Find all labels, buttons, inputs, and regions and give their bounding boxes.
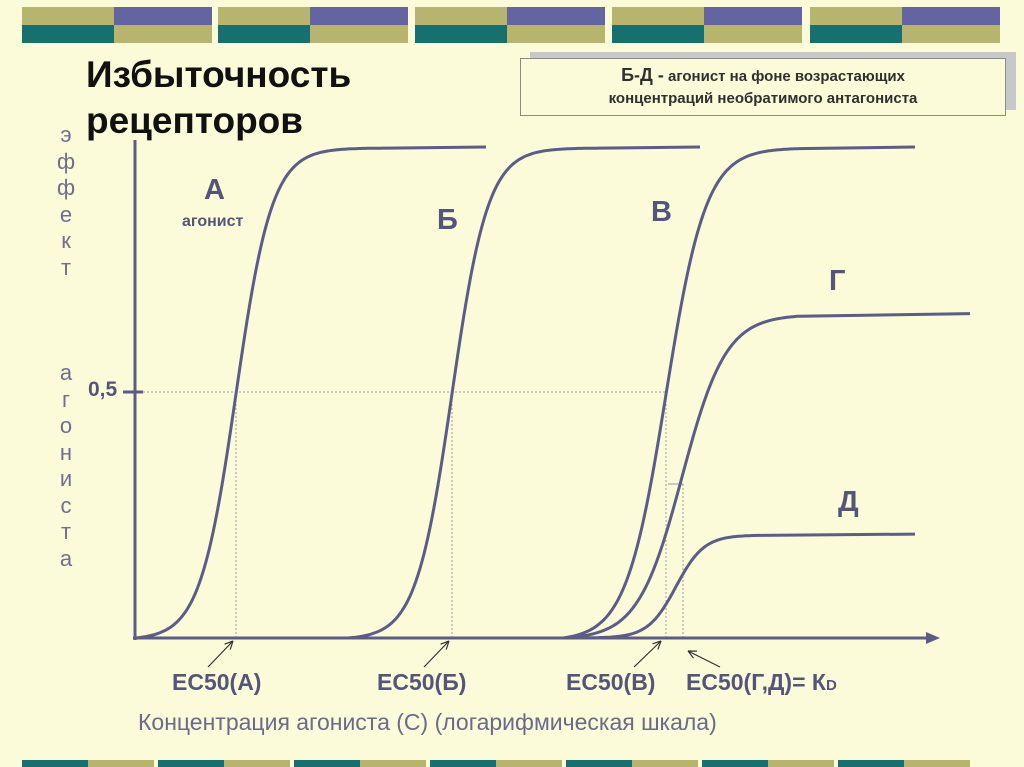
bottom-band-teal — [430, 760, 496, 767]
top-band-block — [415, 7, 605, 43]
bottom-band-olive — [360, 760, 426, 767]
arrow-ec50-d-head — [687, 650, 698, 659]
arrow-ec50-c-shaft — [633, 640, 662, 668]
band-olive — [114, 25, 212, 43]
band-olive — [415, 7, 507, 25]
band-slate — [114, 7, 212, 25]
bottom-band-teal — [566, 760, 632, 767]
band-olive — [612, 7, 704, 25]
top-band-block — [810, 7, 1000, 43]
bottom-band-teal — [838, 760, 904, 767]
curves — [134, 145, 971, 640]
band-teal — [218, 25, 310, 43]
band-olive — [310, 25, 408, 43]
top-band-block — [612, 7, 802, 43]
band-slate — [507, 7, 605, 25]
y-label-letter: т — [60, 519, 72, 544]
title-line-1: Избыточность — [86, 54, 352, 95]
curve-label-b: Б — [437, 204, 458, 236]
x-axis-arrowhead — [926, 632, 940, 644]
y-label-letter: ф — [56, 148, 76, 174]
axes — [123, 140, 940, 644]
decorative-band-top — [22, 7, 1000, 43]
y-label-letter: к — [61, 228, 71, 253]
y-label-letter: ф — [56, 175, 76, 200]
arrow-ec50-a-shaft — [207, 640, 234, 668]
band-olive — [810, 7, 902, 25]
curve-label-a: А — [204, 174, 225, 206]
note-box: Б-Д - агонист на фоне возрастающих конце… — [520, 58, 1006, 116]
ec50-label-c: ЕС50(В) — [566, 669, 656, 695]
bottom-band-teal — [158, 760, 224, 767]
y-label-letter: с — [60, 492, 72, 518]
curve-label-c: В — [651, 196, 672, 228]
band-olive — [218, 7, 310, 25]
decorative-band-bottom — [22, 760, 970, 767]
curve-line-1 — [347, 145, 701, 640]
top-band-block — [22, 7, 212, 43]
curve-label-e: Д — [838, 486, 859, 518]
curve-line-4 — [563, 532, 916, 640]
top-band-block — [218, 7, 408, 43]
note-head: Б-Д - — [621, 65, 664, 85]
bottom-band-olive — [496, 760, 562, 767]
ec50-label-d: ЕС50(Г,Д)= КD — [686, 669, 837, 696]
curve-line-0 — [134, 145, 487, 640]
band-slate — [902, 7, 1000, 25]
y-label-letter: о — [59, 413, 73, 438]
note-line1-rest: агонист на фоне возрастающих — [667, 68, 905, 85]
band-teal — [612, 25, 704, 43]
bottom-band-olive — [904, 760, 970, 767]
curve-line-2 — [562, 145, 916, 640]
y-label-letter: э — [60, 122, 72, 147]
band-olive — [507, 25, 605, 43]
bottom-band-olive — [632, 760, 698, 767]
curve-label-d: Г — [829, 265, 846, 297]
title-line-2: рецепторов — [86, 100, 304, 141]
guide-lines — [135, 391, 684, 638]
bottom-band-olive — [88, 760, 154, 767]
note-line-2: концентраций необратимого антагониста — [608, 90, 918, 107]
agonist-label: агонист — [182, 213, 244, 230]
y-label-letter: а — [59, 360, 73, 385]
y-label-letter: т — [60, 254, 72, 280]
band-teal — [22, 25, 114, 43]
x-axis-label: Концентрация агониста (С) (логарифмическ… — [138, 709, 717, 735]
bottom-band-teal — [294, 760, 360, 767]
arrow-ec50-b-shaft — [423, 640, 450, 668]
bottom-band-teal — [702, 760, 768, 767]
ec50-label-d-sub: D — [825, 677, 837, 694]
band-olive — [704, 25, 802, 43]
band-olive — [22, 7, 114, 25]
page-title: Избыточность рецепторов — [86, 52, 351, 144]
ec50-label-a: ЕС50(А) — [172, 669, 262, 695]
note-line-1: Б-Д - агонист на фоне возрастающих — [521, 64, 1005, 88]
arrow-ec50-c-head — [652, 640, 662, 650]
arrow-ec50-d-shaft — [687, 650, 721, 668]
bottom-band-olive — [768, 760, 834, 767]
y-label-letter: е — [59, 201, 73, 227]
bottom-band-olive — [224, 760, 290, 767]
y-tick-label: 0,5 — [88, 378, 118, 401]
y-label-letter: и — [59, 466, 73, 491]
band-teal — [810, 25, 902, 43]
y-label-letter: н — [59, 439, 73, 465]
arrow-ec50-a-head — [224, 640, 234, 650]
arrow-ec50-b-head — [440, 640, 450, 650]
y-label-letter: г — [61, 386, 71, 412]
curve-line-3 — [562, 312, 971, 640]
ec50-label-b: ЕС50(Б) — [377, 669, 467, 695]
band-slate — [704, 7, 802, 25]
band-teal — [415, 25, 507, 43]
y-label-letter: а — [59, 545, 73, 571]
band-slate — [310, 7, 408, 25]
band-olive — [902, 25, 1000, 43]
ec50-label-d-main: ЕС50(Г,Д)= К — [686, 669, 826, 695]
ec50-arrows — [207, 640, 721, 668]
bottom-band-teal — [22, 760, 88, 767]
